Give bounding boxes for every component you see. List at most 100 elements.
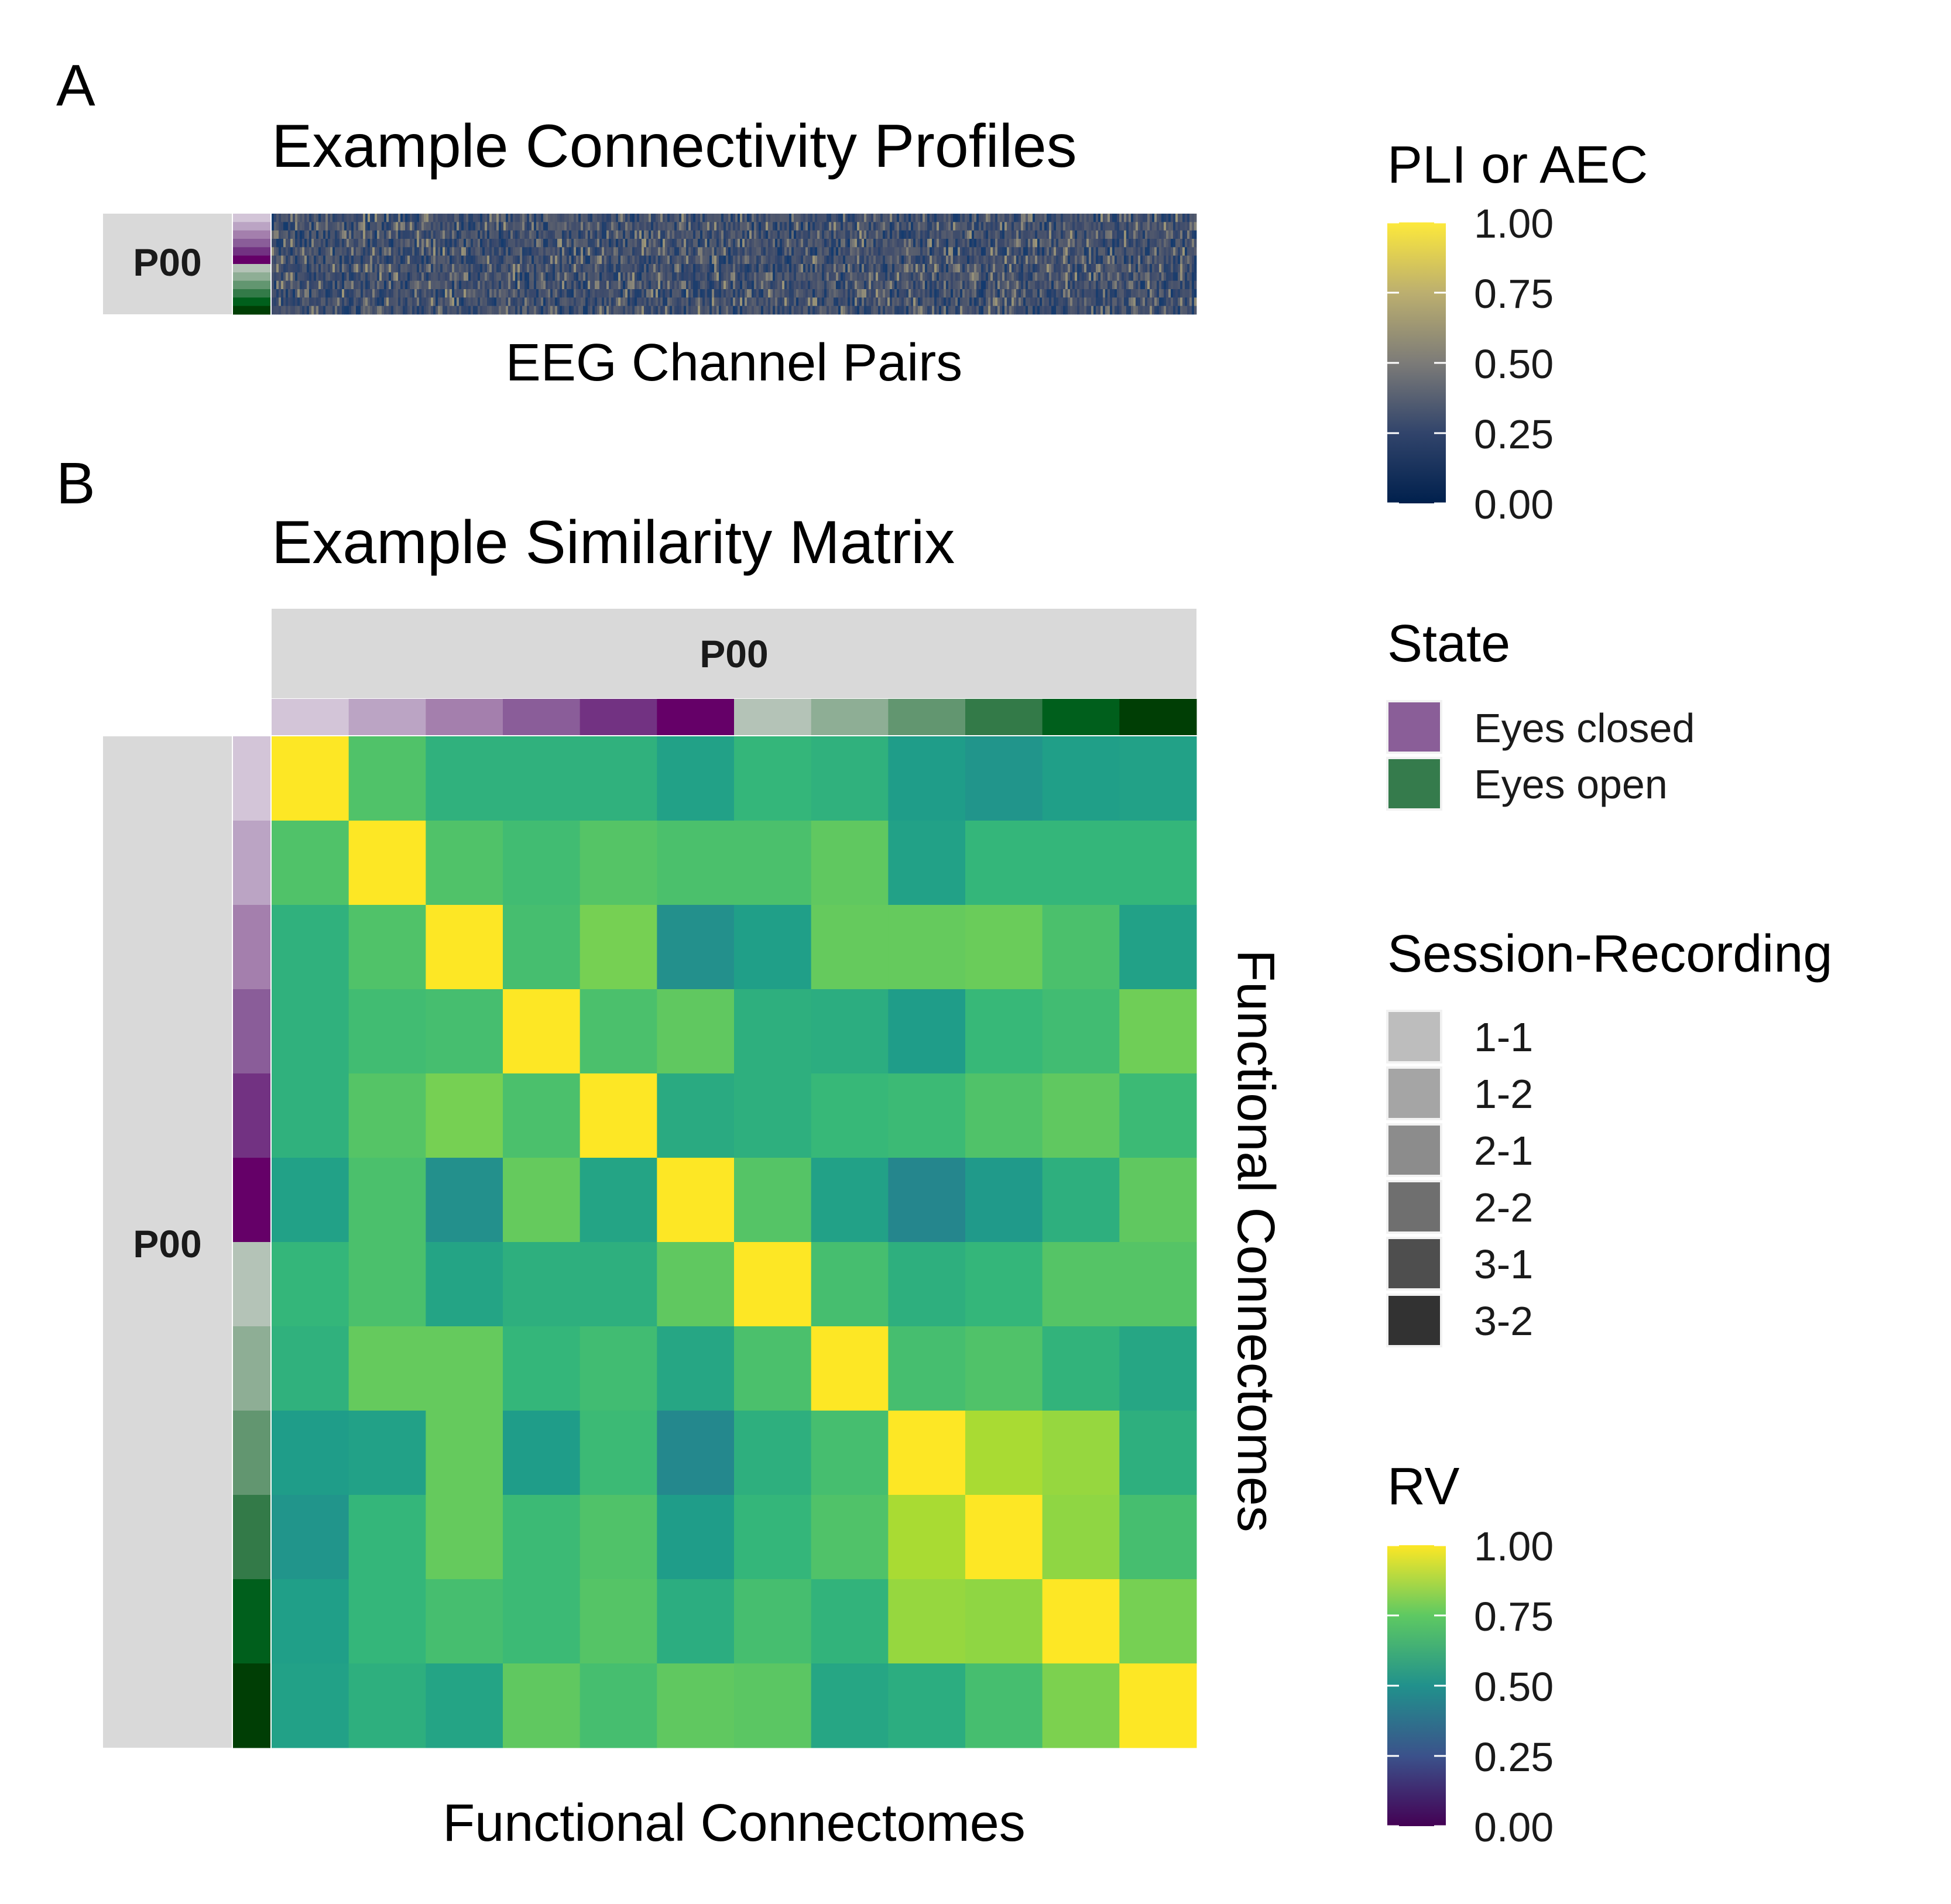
connectivity-cell xyxy=(824,222,827,231)
connectivity-cell xyxy=(796,214,799,222)
connectivity-cell xyxy=(557,272,560,282)
connectivity-cell xyxy=(843,247,846,256)
connectivity-cell xyxy=(1079,222,1082,231)
connectivity-cell xyxy=(1150,255,1153,265)
connectivity-cell xyxy=(447,222,450,231)
connectivity-cell xyxy=(569,289,572,298)
connectivity-cell xyxy=(932,272,935,282)
connectivity-cell xyxy=(459,280,462,290)
connectivity-cell xyxy=(625,214,628,222)
connectivity-cell xyxy=(1189,239,1192,248)
similarity-cell xyxy=(503,905,581,990)
connectivity-cell xyxy=(412,230,415,239)
connectivity-cell xyxy=(426,306,429,315)
connectivity-cell xyxy=(660,230,663,239)
connectivity-cell xyxy=(384,222,387,231)
connectivity-cell xyxy=(707,230,710,239)
connectivity-cell xyxy=(775,264,778,273)
connectivity-cell xyxy=(1110,239,1113,248)
connectivity-cell xyxy=(1110,255,1113,265)
connectivity-cell xyxy=(562,272,565,282)
connectivity-cell xyxy=(316,280,319,290)
connectivity-cell xyxy=(1182,297,1185,307)
connectivity-cell xyxy=(639,280,642,290)
connectivity-cell xyxy=(1091,247,1094,256)
connectome-annotation-cell xyxy=(233,230,270,239)
connectivity-cell xyxy=(1011,264,1014,273)
connectivity-cell xyxy=(803,239,806,248)
connectivity-cell xyxy=(421,306,424,315)
similarity-cell xyxy=(965,905,1043,990)
connectivity-cell xyxy=(628,255,630,265)
connectivity-cell xyxy=(681,239,684,248)
connectivity-cell xyxy=(756,222,759,231)
connectivity-cell xyxy=(332,255,335,265)
connectivity-cell xyxy=(1185,280,1188,290)
connectivity-cell xyxy=(609,280,612,290)
connectivity-cell xyxy=(714,297,717,307)
connectivity-cell xyxy=(972,264,975,273)
connectivity-cell xyxy=(869,255,872,265)
connectivity-cell xyxy=(365,280,368,290)
connectivity-cell xyxy=(1138,255,1141,265)
connectivity-cell xyxy=(670,255,673,265)
connectivity-cell xyxy=(782,272,785,282)
connectivity-cell xyxy=(1082,247,1085,256)
connectivity-cell xyxy=(941,239,944,248)
similarity-cell xyxy=(888,1073,966,1158)
connectivity-cell xyxy=(295,247,298,256)
connectivity-cell xyxy=(660,247,663,256)
connectivity-cell xyxy=(869,222,872,231)
connectivity-cell xyxy=(457,230,460,239)
connectivity-cell xyxy=(768,255,771,265)
connectivity-cell xyxy=(546,230,548,239)
connectivity-cell xyxy=(340,239,342,248)
connectivity-cell xyxy=(475,239,478,248)
connectivity-cell xyxy=(1056,239,1059,248)
connectivity-cell xyxy=(553,264,556,273)
connectivity-cell xyxy=(878,255,881,265)
connectivity-cell xyxy=(503,214,506,222)
similarity-cell xyxy=(580,1158,657,1243)
connectivity-cell xyxy=(876,264,879,273)
connectivity-cell xyxy=(592,289,595,298)
connectivity-cell xyxy=(702,230,705,239)
connectivity-cell xyxy=(272,214,275,222)
connectivity-cell xyxy=(784,280,787,290)
connectivity-cell xyxy=(1126,264,1129,273)
connectivity-cell xyxy=(548,272,551,282)
connectivity-cell xyxy=(1143,297,1146,307)
connectivity-cell xyxy=(297,306,300,315)
connectivity-cell xyxy=(623,297,626,307)
connectivity-cell xyxy=(1096,230,1099,239)
connectivity-cell xyxy=(958,214,961,222)
connectivity-cell xyxy=(749,214,752,222)
connectivity-cell xyxy=(412,297,415,307)
connectivity-cell xyxy=(492,280,495,290)
connectivity-cell xyxy=(300,239,303,248)
connectivity-cell xyxy=(489,306,492,315)
connectivity-cell xyxy=(916,222,918,231)
connectivity-cell xyxy=(354,247,356,256)
connectivity-cell xyxy=(288,264,291,273)
connectivity-cell xyxy=(613,289,616,298)
connectivity-cell xyxy=(574,264,577,273)
connectivity-cell xyxy=(1182,289,1185,298)
connectivity-cell xyxy=(899,222,902,231)
connectivity-cell xyxy=(789,264,792,273)
connectivity-cell xyxy=(405,247,408,256)
connectivity-cell xyxy=(379,255,382,265)
connectivity-cell xyxy=(318,306,321,315)
similarity-cell xyxy=(426,1073,503,1158)
connectivity-cell xyxy=(407,289,410,298)
connectivity-cell xyxy=(782,289,785,298)
connectivity-cell xyxy=(487,272,490,282)
connectivity-cell xyxy=(560,239,563,248)
connectivity-cell xyxy=(459,289,462,298)
connectivity-cell xyxy=(283,306,286,315)
connectivity-cell xyxy=(1173,306,1176,315)
connectivity-cell xyxy=(300,222,303,231)
connectivity-cell xyxy=(670,280,673,290)
connectivity-cell xyxy=(431,247,434,256)
connectivity-cell xyxy=(726,306,729,315)
